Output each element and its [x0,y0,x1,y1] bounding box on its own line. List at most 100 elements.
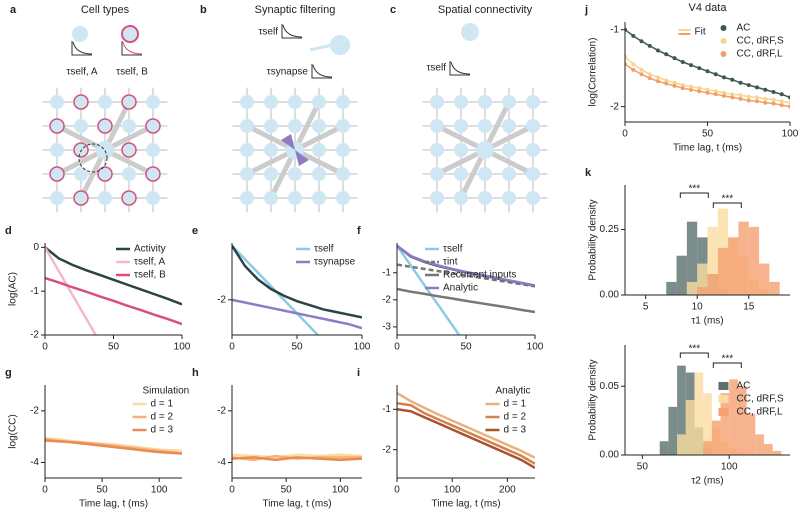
neuron [146,95,160,109]
neuron [454,119,468,133]
neuron [122,167,136,181]
legend-label: d = 3 [504,425,527,436]
neuron [146,191,160,205]
neuron [430,143,444,157]
neuron [526,167,540,181]
legend-label: AC [737,381,751,392]
data-point [664,78,669,83]
series-line [397,408,535,469]
hist-bar [703,441,712,455]
data-point [697,89,702,94]
x-axis-label: τ2 (ms) [691,476,723,487]
legend-title: Analytic [496,386,531,397]
y-tick-label: 0.25 [600,224,620,235]
neuron [502,143,516,157]
neuron [312,143,326,157]
kernel-axes [281,24,302,39]
hist-bar [755,434,764,455]
data-point [763,100,768,105]
legend-label: d = 2 [151,412,174,423]
axes [44,385,182,479]
neuron [288,95,302,109]
data-point [746,98,751,103]
cell-a [72,26,88,42]
data-point [755,85,759,90]
plot-area [45,436,182,455]
legend-label: CC, dRF,S [737,394,785,405]
neuron [73,94,89,110]
data-point [656,79,660,84]
y-tick-label: -4 [30,457,39,468]
data-point [763,87,768,92]
kernel-label: τself [426,63,446,74]
neuron [454,167,468,181]
neuron [98,191,112,205]
series-line [397,244,535,287]
y-tick-label: -1 [382,404,391,415]
neuron [312,119,326,133]
data-point [713,92,718,97]
plot-area [232,244,362,335]
data-point [689,63,693,68]
legend-label: Recurrent inputs [443,270,516,281]
axes [624,185,790,296]
significance-bracket [679,192,709,198]
panel-title: Synaptic filtering [255,4,336,16]
data-point [664,81,669,86]
legend-label: Activity [134,244,166,255]
data-point [639,72,644,77]
data-point [713,89,718,94]
kernel-label: τself [258,27,278,38]
hist-bar [763,444,773,455]
x-tick-label: 0 [622,129,628,140]
neuron [50,191,64,205]
hist-bar [717,247,729,295]
data-point [705,87,710,92]
y-axis-label: log(CC) [8,414,19,448]
y-tick-label: 0.00 [600,290,620,301]
legend-label: d = 3 [151,425,174,436]
neuron [97,118,113,134]
legend-label: τself, B [134,270,166,281]
x-tick-label: 100 [174,342,191,353]
y-tick-label: -2 [382,444,391,455]
panel-letter: e [192,225,198,237]
significance: *** [688,344,700,355]
neuron [264,119,278,133]
legend-swatch [720,38,727,44]
data-point [705,69,710,74]
data-point [738,80,743,85]
data-point [779,103,784,108]
neuron [478,191,492,205]
neuron [526,119,540,133]
series-line [232,298,362,330]
kernel-curve [122,41,143,55]
series-line [45,276,182,326]
kernel-curve [282,24,303,38]
neuron [502,95,516,109]
x-tick-label: 50 [108,342,120,353]
data-point [779,92,784,97]
neuron [336,143,350,157]
hist-bar [686,281,698,295]
kernel-axes [311,64,332,79]
data-point [738,96,743,101]
series-line [232,453,362,459]
hist-bar [686,221,698,295]
hist-bar [676,255,687,295]
neuron [502,167,516,181]
neuron [240,95,254,109]
data-point [788,104,790,109]
series-line [397,401,535,465]
x-tick-label: 15 [743,302,755,313]
neuron [50,143,64,157]
panel-letter: b [200,4,207,16]
x-axis-label: Time lag, t (ms) [262,499,331,510]
significance-bracket [679,352,709,358]
y-tick-label: -4 [217,457,226,468]
data-point [672,80,677,85]
series-line [232,245,362,319]
hist-bar [685,400,695,455]
neuron [312,167,326,181]
y-tick-label: -1 [382,267,391,278]
